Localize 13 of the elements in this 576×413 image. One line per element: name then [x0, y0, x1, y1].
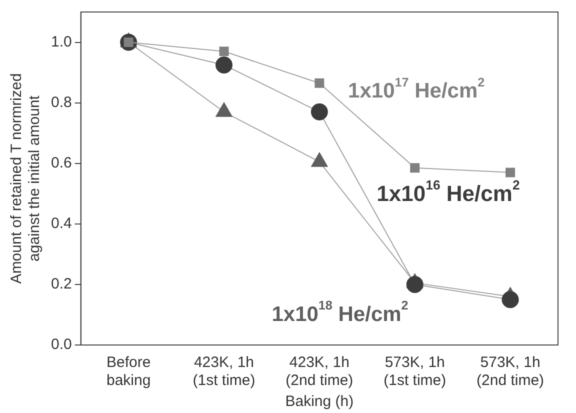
x-tick-label: 423K, 1h (1st time) — [192, 354, 256, 390]
x-tick-label: 573K, 1h (2nd time) — [476, 354, 544, 390]
y-tick-label: 0.0 — [50, 336, 72, 354]
y-axis-title: Amount of retained T normrized against the initial amount — [8, 73, 44, 284]
y-tick-label: 0.8 — [50, 94, 72, 111]
x-tick-label: 423K, 1h (2nd time) — [286, 354, 354, 390]
y-tick-label: 0.2 — [50, 276, 72, 293]
x-axis-title: Baking (h) — [285, 393, 354, 410]
y-tick-label: 0.6 — [50, 154, 72, 172]
y-tick-label: 1.0 — [50, 33, 72, 50]
x-tick-label: Before baking — [106, 354, 151, 390]
y-tick-label: 0.4 — [50, 215, 72, 232]
x-tick-label: 573K, 1h (1st time) — [384, 354, 446, 390]
